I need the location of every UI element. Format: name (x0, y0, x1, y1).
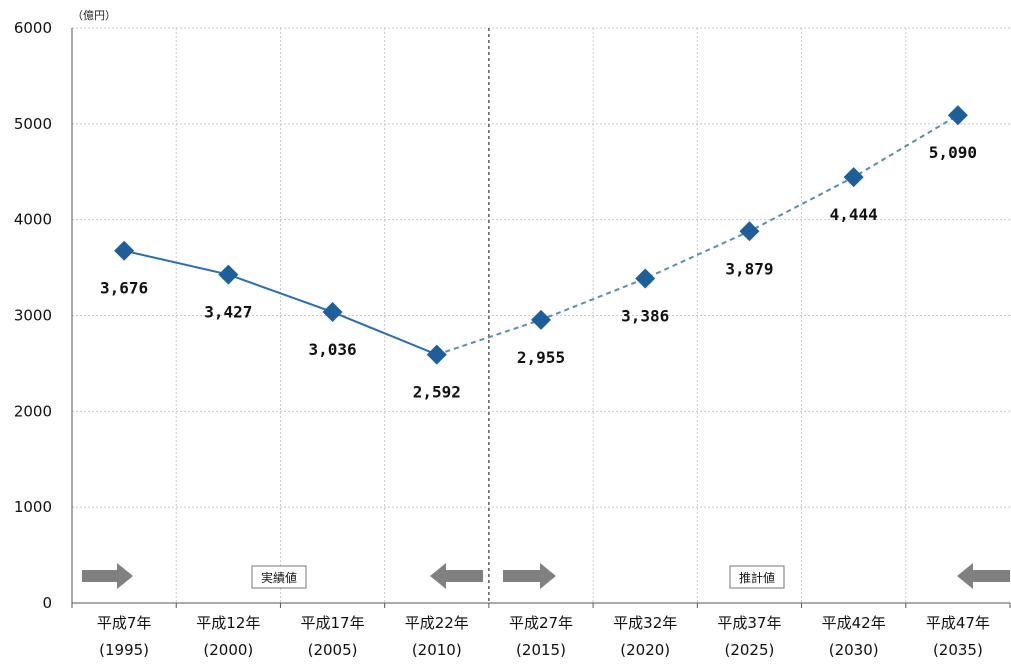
data-label: 3,676 (100, 279, 148, 298)
x-tick-label-year: (2010) (412, 641, 462, 659)
region-label-actual-box (251, 565, 307, 589)
actual-end-arrow (430, 563, 483, 589)
data-point-marker (947, 105, 968, 126)
data-label: 3,427 (204, 303, 252, 322)
actual-start-arrow (82, 563, 133, 589)
x-tick-label-era: 平成7年 (97, 614, 152, 632)
data-point-marker (322, 302, 343, 323)
data-label: 5,090 (929, 143, 977, 162)
y-tick-label: 3000 (14, 307, 52, 325)
region-label-actual: 実績値 (261, 570, 297, 585)
x-tick-label-year: (2015) (516, 641, 566, 659)
estimate-series-line (436, 114, 959, 356)
estimate-end-arrow (957, 563, 1010, 589)
x-tick-label-year: (1995) (99, 641, 149, 659)
y-tick-label: 4000 (14, 211, 52, 229)
x-tick-label-era: 平成12年 (196, 614, 260, 632)
data-label: 3,879 (725, 259, 773, 278)
x-tick-label-year: (2000) (203, 641, 253, 659)
y-tick-label: 5000 (14, 115, 52, 133)
x-tick-label-year: (2025) (724, 641, 774, 659)
data-point-marker (739, 221, 760, 242)
x-tick-label-year: (2030) (829, 641, 879, 659)
region-label-estimate: 推計値 (739, 570, 775, 585)
x-tick-label-era: 平成47年 (926, 614, 990, 632)
data-point-marker (531, 309, 551, 330)
x-tick-label-era: 平成37年 (717, 614, 781, 632)
y-tick-label: 2000 (14, 402, 52, 420)
x-tick-label-era: 平成27年 (509, 614, 573, 632)
region-label-estimate-box (729, 565, 785, 589)
x-tick-label-year: (2020) (620, 641, 670, 659)
data-label: 3,386 (621, 307, 669, 326)
data-point-marker (635, 268, 656, 289)
x-tick-label-era: 平成17年 (301, 614, 365, 632)
y-tick-label: 1000 (14, 498, 52, 516)
data-point-marker (426, 344, 447, 365)
estimate-start-arrow (503, 563, 556, 589)
data-label: 3,036 (308, 340, 356, 359)
data-point-marker (114, 240, 135, 261)
data-label: 4,444 (830, 205, 878, 224)
x-tick-label-era: 平成42年 (822, 614, 886, 632)
data-point-marker (843, 167, 864, 188)
data-point-marker (218, 264, 239, 285)
x-tick-label-era: 平成32年 (613, 614, 677, 632)
data-label: 2,955 (517, 348, 565, 367)
actual-series-line (123, 249, 438, 356)
y-tick-label: 0 (42, 594, 52, 612)
x-tick-label-year: (2035) (933, 641, 983, 659)
x-tick-label-era: 平成22年 (405, 614, 469, 632)
y-axis-unit-label: （億円） (72, 9, 116, 22)
data-label: 2,592 (413, 383, 461, 402)
y-tick-label: 6000 (14, 19, 52, 37)
x-tick-label-year: (2005) (308, 641, 358, 659)
